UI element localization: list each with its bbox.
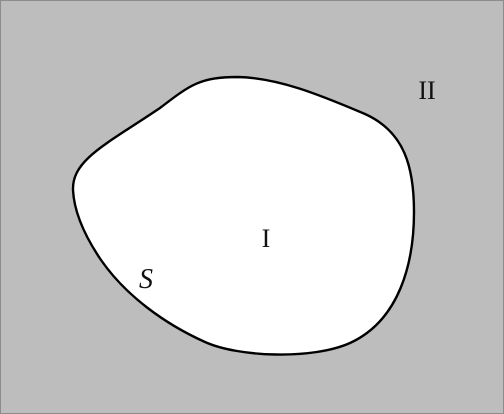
boundary-curve-s (71, 75, 416, 356)
region-ii-label: II (418, 76, 435, 105)
region-i-label: I (262, 224, 271, 253)
surface-s-label: S (139, 264, 153, 295)
